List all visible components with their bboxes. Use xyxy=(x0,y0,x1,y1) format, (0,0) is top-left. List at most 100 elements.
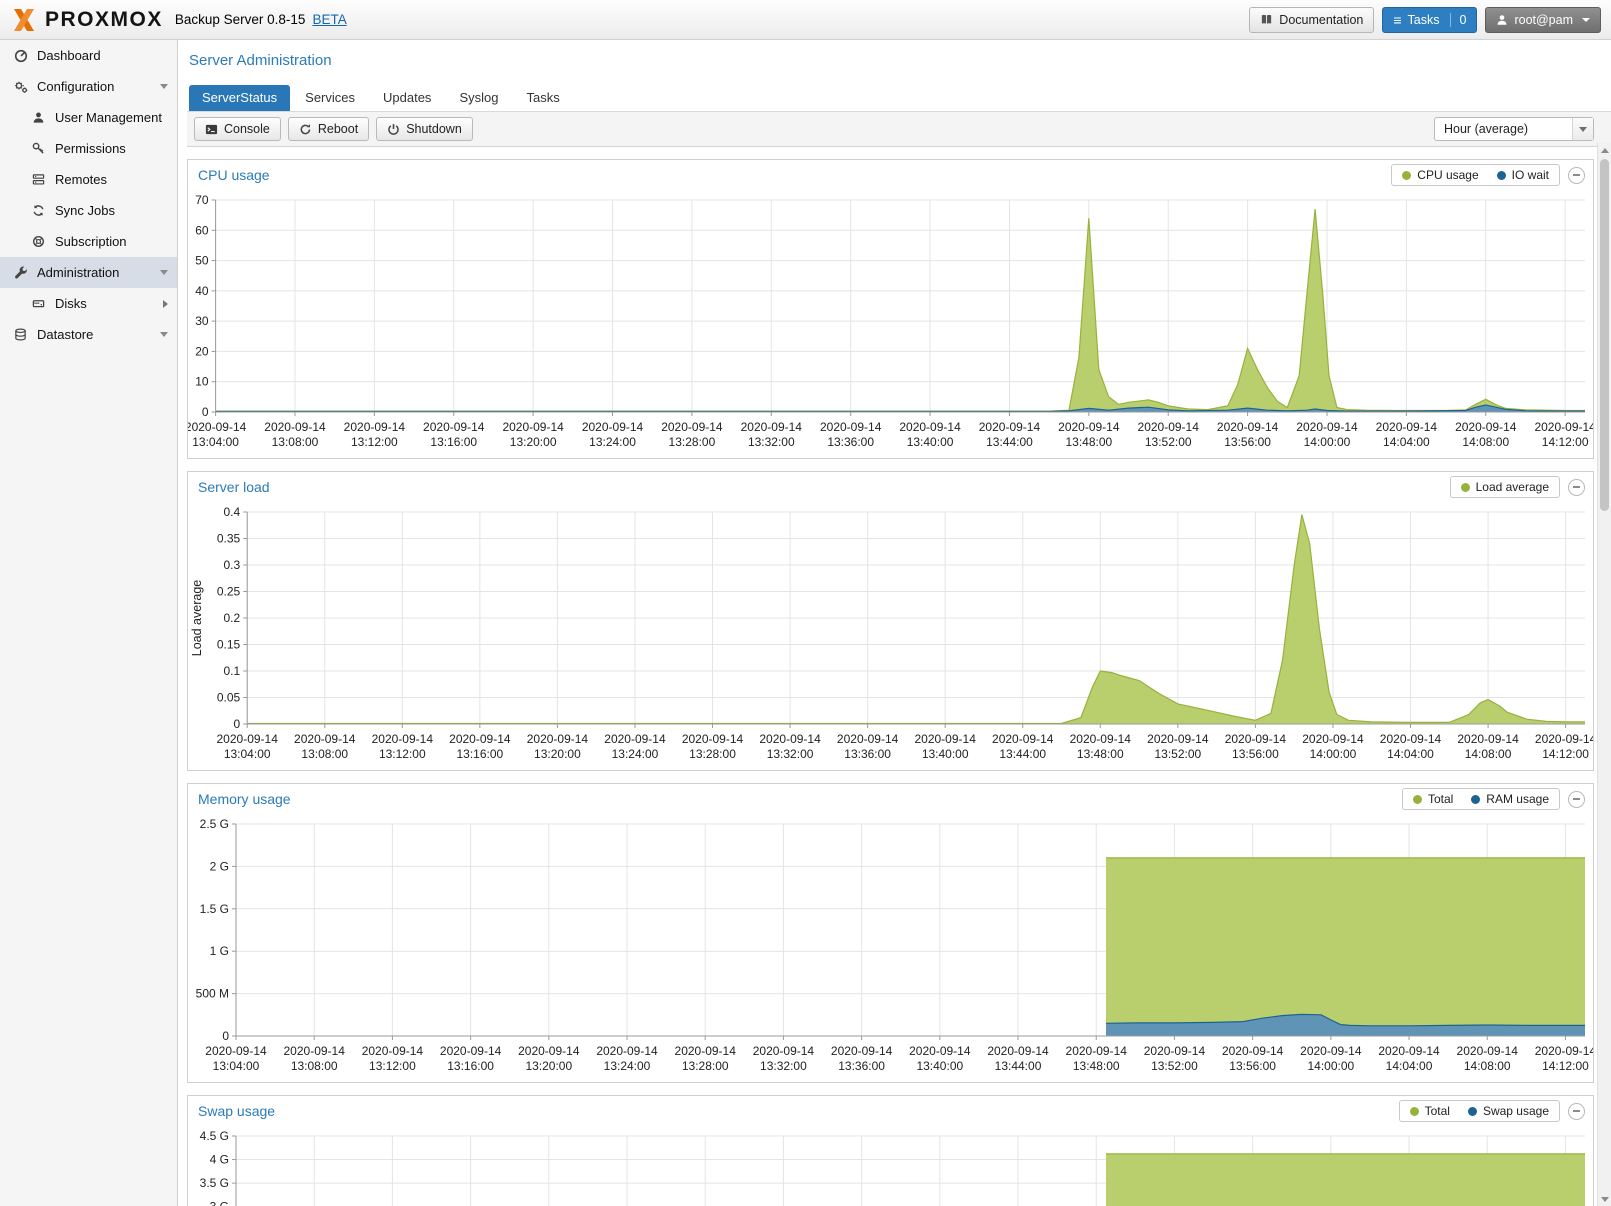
svg-text:2020-09-14: 2020-09-14 xyxy=(1457,732,1519,746)
svg-text:10: 10 xyxy=(195,375,209,389)
time-range-select[interactable]: Hour (average) xyxy=(1434,117,1594,141)
sidebar-item-sync-jobs[interactable]: Sync Jobs xyxy=(0,195,177,226)
sidebar-item-subscription[interactable]: Subscription xyxy=(0,226,177,257)
svg-text:14:08:00: 14:08:00 xyxy=(1465,747,1512,761)
tab-serverstatus[interactable]: ServerStatus xyxy=(189,85,291,111)
svg-text:2020-09-14: 2020-09-14 xyxy=(909,1044,971,1058)
svg-text:2020-09-14: 2020-09-14 xyxy=(1300,1044,1362,1058)
svg-text:2020-09-14: 2020-09-14 xyxy=(502,420,564,434)
collapse-panel-button[interactable] xyxy=(1568,790,1585,808)
legend-dot-blue xyxy=(1467,1106,1477,1116)
sidebar-item-remotes[interactable]: Remotes xyxy=(0,164,177,195)
sidebar-item-administration[interactable]: Administration xyxy=(0,257,177,288)
sync-icon xyxy=(30,204,47,217)
svg-text:2020-09-14: 2020-09-14 xyxy=(1296,420,1358,434)
sidebar-item-user-management[interactable]: User Management xyxy=(0,102,177,133)
chevron-down-icon[interactable] xyxy=(160,332,168,337)
chevron-down-icon xyxy=(1582,17,1590,22)
hard-disk-icon xyxy=(30,297,47,310)
tab-services[interactable]: Services xyxy=(305,90,356,105)
svg-text:13:24:00: 13:24:00 xyxy=(604,1059,651,1073)
collapse-panel-button[interactable] xyxy=(1568,166,1585,184)
legend-item-total[interactable]: Total xyxy=(1412,792,1453,806)
chevron-down-icon[interactable] xyxy=(160,84,168,89)
svg-text:14:12:00: 14:12:00 xyxy=(1542,747,1589,761)
svg-text:2020-09-14: 2020-09-14 xyxy=(1222,1044,1284,1058)
svg-text:3 G: 3 G xyxy=(210,1200,229,1206)
legend-item-total[interactable]: Total xyxy=(1409,1104,1450,1118)
collapse-panel-button[interactable] xyxy=(1568,1102,1585,1120)
svg-text:13:44:00: 13:44:00 xyxy=(986,435,1033,449)
legend-dot-green xyxy=(1412,794,1422,804)
tasks-button[interactable]: ≡ Tasks 0 xyxy=(1382,6,1478,33)
sidebar-item-datastore[interactable]: Datastore xyxy=(0,319,177,350)
legend-item-io-wait[interactable]: IO wait xyxy=(1496,168,1549,182)
svg-text:13:36:00: 13:36:00 xyxy=(827,435,874,449)
svg-text:2020-09-14: 2020-09-14 xyxy=(1302,732,1364,746)
scrollbar-thumb[interactable] xyxy=(1600,159,1609,511)
panel-title: CPU usage xyxy=(198,167,270,183)
svg-text:13:12:00: 13:12:00 xyxy=(351,435,398,449)
shutdown-button[interactable]: Shutdown xyxy=(376,117,473,141)
svg-text:13:44:00: 13:44:00 xyxy=(999,747,1046,761)
svg-text:2020-09-14: 2020-09-14 xyxy=(1457,1044,1519,1058)
tab-updates[interactable]: Updates xyxy=(383,90,432,105)
vertical-scrollbar[interactable] xyxy=(1597,143,1611,1206)
svg-text:30: 30 xyxy=(195,314,209,328)
reboot-button[interactable]: Reboot xyxy=(287,117,370,141)
svg-text:14:08:00: 14:08:00 xyxy=(1462,435,1509,449)
svg-text:2020-09-14: 2020-09-14 xyxy=(1535,732,1593,746)
svg-text:2020-09-14: 2020-09-14 xyxy=(661,420,723,434)
sidebar-item-disks[interactable]: Disks xyxy=(0,288,177,319)
legend-item-ram-usage[interactable]: RAM usage xyxy=(1471,792,1549,806)
scroll-up-arrow[interactable] xyxy=(1598,143,1611,157)
legend-item-cpu-usage[interactable]: CPU usage xyxy=(1402,168,1479,182)
svg-text:2020-09-14: 2020-09-14 xyxy=(1144,1044,1206,1058)
svg-text:2020-09-14: 2020-09-14 xyxy=(294,732,356,746)
chart-canvas: 00.050.10.150.20.250.30.350.42020-09-141… xyxy=(190,505,1593,761)
chevron-down-icon xyxy=(1579,126,1587,132)
svg-text:2020-09-14: 2020-09-14 xyxy=(899,420,961,434)
svg-text:2020-09-14: 2020-09-14 xyxy=(1217,420,1279,434)
product-version-text: Backup Server 0.8-15 xyxy=(174,12,306,27)
scroll-down-arrow[interactable] xyxy=(1598,1192,1611,1206)
svg-text:2020-09-14: 2020-09-14 xyxy=(987,1044,1049,1058)
documentation-button[interactable]: Documentation xyxy=(1249,6,1375,33)
console-button[interactable]: Console xyxy=(194,117,281,141)
svg-text:13:20:00: 13:20:00 xyxy=(534,747,581,761)
svg-text:13:04:00: 13:04:00 xyxy=(224,747,271,761)
svg-text:2020-09-14: 2020-09-14 xyxy=(1070,732,1132,746)
svg-text:13:48:00: 13:48:00 xyxy=(1077,747,1124,761)
svg-text:2020-09-14: 2020-09-14 xyxy=(682,732,744,746)
minus-icon xyxy=(1573,1110,1580,1112)
svg-text:13:32:00: 13:32:00 xyxy=(767,747,814,761)
svg-text:0.35: 0.35 xyxy=(217,532,241,546)
load-legend: Load average xyxy=(1449,476,1560,498)
svg-text:14:12:00: 14:12:00 xyxy=(1542,435,1589,449)
sidebar-item-configuration[interactable]: Configuration xyxy=(0,71,177,102)
legend-item-load-average[interactable]: Load average xyxy=(1460,480,1549,494)
user-menu-button[interactable]: root@pam xyxy=(1485,6,1601,33)
svg-text:13:52:00: 13:52:00 xyxy=(1154,747,1201,761)
select-trigger[interactable] xyxy=(1572,118,1593,140)
collapse-panel-button[interactable] xyxy=(1568,478,1585,496)
tab-tasks[interactable]: Tasks xyxy=(526,90,560,105)
terminal-icon xyxy=(205,124,218,134)
cpu-usage-panel: CPU usage CPU usage IO wait 0 10 20 30 40 50 6 xyxy=(187,159,1594,459)
chevron-down-icon[interactable] xyxy=(160,270,168,275)
wrench-icon xyxy=(12,266,29,280)
beta-link[interactable]: BETA xyxy=(312,12,347,27)
svg-text:13:12:00: 13:12:00 xyxy=(379,747,426,761)
sidebar-item-dashboard[interactable]: Dashboard xyxy=(0,40,177,71)
legend-item-swap-usage[interactable]: Swap usage xyxy=(1467,1104,1549,1118)
list-icon: ≡ xyxy=(1393,11,1402,28)
svg-text:13:32:00: 13:32:00 xyxy=(760,1059,807,1073)
svg-text:13:16:00: 13:16:00 xyxy=(457,747,504,761)
chevron-right-icon[interactable] xyxy=(163,299,168,308)
sidebar-item-permissions[interactable]: Permissions xyxy=(0,133,177,164)
panel-title: Memory usage xyxy=(198,791,291,807)
tab-syslog[interactable]: Syslog xyxy=(459,90,499,105)
key-icon xyxy=(30,142,47,155)
